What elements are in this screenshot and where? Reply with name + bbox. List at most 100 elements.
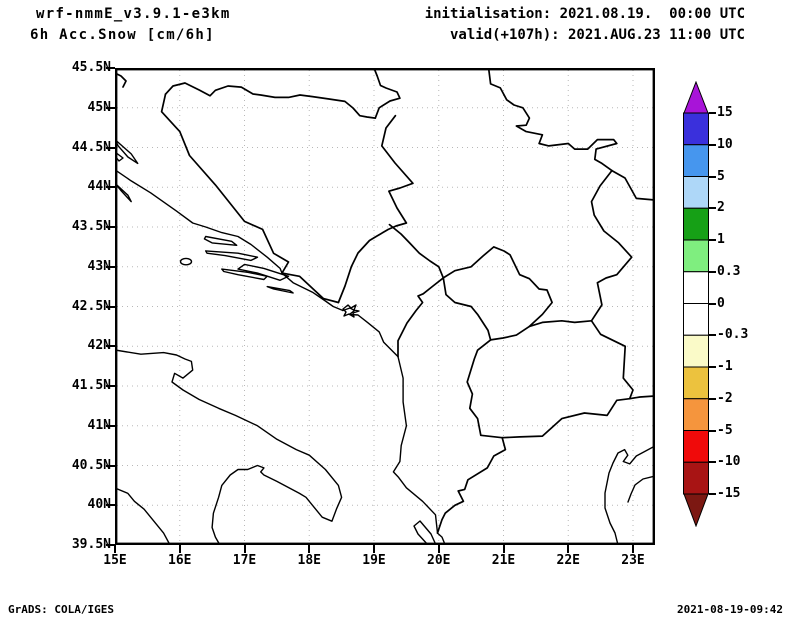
colorbar-tick-label: -5 bbox=[717, 422, 733, 438]
colorbar-cell bbox=[683, 271, 709, 304]
lat-tick bbox=[106, 265, 115, 268]
colorbar-tick bbox=[709, 207, 716, 210]
lat-tick-label: 45.5N bbox=[71, 60, 111, 75]
colorbar-under-arrow bbox=[683, 493, 709, 527]
border-slovenia-corner bbox=[115, 72, 127, 88]
island-vis bbox=[179, 257, 193, 266]
border-croatia-serbia-danube bbox=[373, 68, 401, 119]
border-serbia-montenegro bbox=[388, 223, 445, 279]
colorbar-tick bbox=[709, 429, 716, 432]
island-rab bbox=[115, 151, 124, 162]
border-macedonia-greece bbox=[501, 395, 655, 439]
border-albania-macedonia bbox=[466, 339, 504, 439]
border-croatia-bosnia-west bbox=[160, 93, 340, 304]
lon-tick-label: 16E bbox=[168, 553, 192, 568]
lat-tick bbox=[106, 504, 115, 507]
coastline-peljesac-peninsula bbox=[237, 263, 290, 281]
lat-tick-label: 41.5N bbox=[71, 378, 111, 393]
colorbar-tick bbox=[709, 239, 716, 241]
island-pag bbox=[115, 138, 139, 165]
colorbar-tick-label: 0 bbox=[717, 295, 725, 311]
colorbar-tick bbox=[709, 397, 716, 400]
lat-tick bbox=[106, 226, 115, 228]
colorbar-tick bbox=[709, 334, 716, 337]
lat-tick bbox=[106, 186, 115, 189]
colorbar-tick-label: -15 bbox=[717, 486, 741, 501]
model-title: wrf-nmmE_v3.9.1-e3km bbox=[36, 6, 231, 22]
border-montenegro-albania bbox=[397, 277, 445, 358]
lon-tick bbox=[178, 545, 181, 553]
colorbar-tick-label: -2 bbox=[717, 390, 733, 406]
border-albania-greece bbox=[436, 436, 507, 534]
lon-tick bbox=[502, 545, 505, 553]
colorbar-tick-label: -10 bbox=[717, 454, 741, 470]
coastline-albania bbox=[392, 355, 446, 545]
valid-time-label: valid(+107h): 2021.AUG.23 11:00 UTC bbox=[449, 27, 745, 43]
creation-timestamp: 2021-08-19-09:42 bbox=[677, 603, 783, 616]
lat-tick-label: 44N bbox=[87, 179, 111, 195]
coastline-montenegro bbox=[342, 307, 399, 358]
lon-tick-label: 22E bbox=[556, 553, 580, 568]
coastline-italy-tyrrhenian bbox=[115, 487, 171, 545]
island-brac bbox=[203, 235, 238, 246]
lon-tick-label: 19E bbox=[362, 553, 386, 568]
lat-tick-label: 41N bbox=[87, 417, 111, 433]
coastline-greece-thermaic-gulf bbox=[604, 445, 655, 545]
colorbar-cell bbox=[683, 366, 709, 400]
border-macedonia-bulgaria bbox=[590, 319, 634, 400]
colorbar-tick bbox=[709, 270, 716, 273]
colorbar-cell bbox=[683, 334, 709, 368]
coastline-italy-adriatic bbox=[115, 349, 343, 545]
grads-credit: GrADS: COLA/IGES bbox=[8, 603, 114, 616]
colorbar-tick bbox=[709, 461, 716, 464]
colorbar-tick-label: -1 bbox=[717, 359, 733, 374]
coastline-kotor-bay bbox=[342, 304, 360, 318]
colorbar-tick-label: 10 bbox=[717, 136, 733, 152]
colorbar-tick-label: 5 bbox=[717, 168, 725, 184]
lon-tick bbox=[308, 545, 311, 553]
colorbar-cell bbox=[683, 176, 709, 209]
lon-tick bbox=[243, 545, 246, 553]
lat-tick-label: 40N bbox=[87, 497, 111, 513]
lat-tick-label: 42N bbox=[87, 338, 111, 354]
init-time-label: initialisation: 2021.08.19. 00:00 UTC bbox=[424, 6, 745, 22]
colorbar-tick bbox=[709, 175, 716, 178]
lon-tick-label: 15E bbox=[103, 553, 127, 568]
colorbar-cell bbox=[683, 144, 709, 177]
island-hvar bbox=[205, 250, 259, 262]
lon-tick bbox=[632, 545, 634, 553]
map-frame bbox=[115, 68, 655, 545]
coastline-croatia bbox=[115, 169, 344, 312]
longitude-axis: 15E 16E 17E 18E 19E 20E 21E 22E 23E bbox=[103, 545, 655, 575]
colorbar-tick bbox=[709, 366, 716, 368]
lat-tick-label: 45N bbox=[87, 99, 111, 115]
lat-tick bbox=[106, 345, 115, 348]
lat-tick-label: 44.5N bbox=[71, 139, 111, 155]
island-mljet bbox=[266, 285, 294, 294]
lat-tick bbox=[106, 464, 115, 467]
colorbar-tick-label: 15 bbox=[717, 105, 733, 120]
lat-tick bbox=[106, 305, 115, 308]
lon-tick-label: 20E bbox=[427, 553, 451, 568]
colorbar-tick bbox=[709, 493, 716, 495]
lon-tick-label: 18E bbox=[297, 553, 321, 568]
colorbar-cell bbox=[683, 461, 709, 495]
lat-tick-label: 40.5N bbox=[71, 457, 111, 473]
lon-tick-label: 23E bbox=[621, 553, 645, 568]
lat-tick-label: 42.5N bbox=[71, 298, 111, 314]
lat-tick-label: 43N bbox=[87, 258, 111, 274]
colorbar-tick-label: 2 bbox=[717, 200, 725, 216]
lat-tick bbox=[106, 106, 115, 109]
colorbar-tick-label: 1 bbox=[717, 232, 725, 247]
lat-tick bbox=[106, 67, 115, 69]
coastline-chalkidiki-stub bbox=[627, 475, 655, 503]
lon-tick-label: 17E bbox=[232, 553, 257, 568]
colorbar-tick-label: 0.3 bbox=[717, 263, 741, 279]
colorbar-labels: 15 10 5 2 1 0.3 0 -0.3 -1 -2 -5 -10 -15 bbox=[683, 81, 753, 527]
colorbar-tick bbox=[709, 143, 716, 146]
colorbar bbox=[683, 81, 709, 527]
lon-tick bbox=[373, 545, 375, 553]
border-serbia-macedonia bbox=[528, 319, 593, 328]
map-outlines bbox=[115, 68, 655, 545]
